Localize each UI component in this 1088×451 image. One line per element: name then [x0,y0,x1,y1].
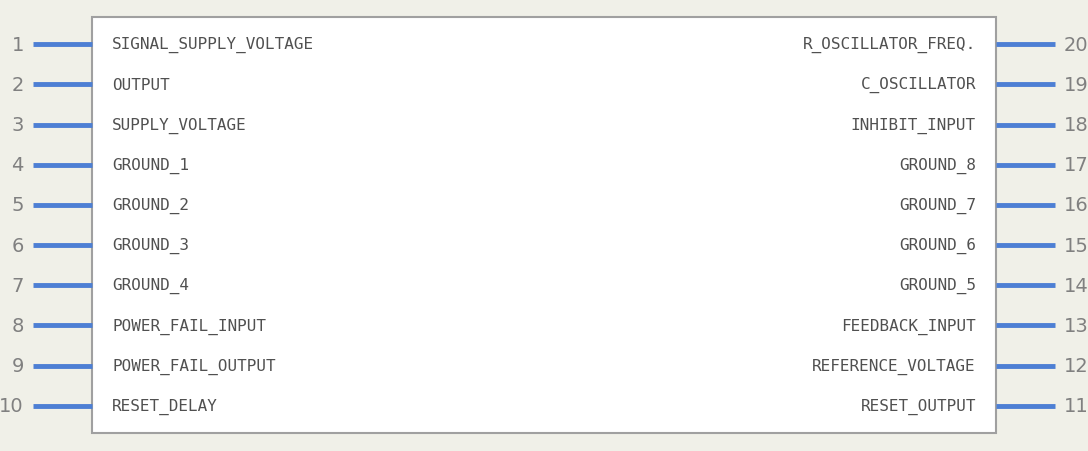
Text: GROUND_6: GROUND_6 [899,238,976,253]
Text: GROUND_3: GROUND_3 [112,238,189,253]
Text: 16: 16 [1064,196,1088,215]
Text: GROUND_2: GROUND_2 [112,198,189,213]
Text: POWER_FAIL_INPUT: POWER_FAIL_INPUT [112,318,267,334]
Text: REFERENCE_VOLTAGE: REFERENCE_VOLTAGE [813,358,976,374]
Text: POWER_FAIL_OUTPUT: POWER_FAIL_OUTPUT [112,358,275,374]
Text: 9: 9 [12,356,24,375]
Text: OUTPUT: OUTPUT [112,78,170,92]
Text: R_OSCILLATOR_FREQ.: R_OSCILLATOR_FREQ. [803,37,976,53]
Bar [92,18,996,433]
Text: GROUND_5: GROUND_5 [899,277,976,294]
Text: RESET_DELAY: RESET_DELAY [112,398,218,414]
Text: 15: 15 [1064,236,1088,255]
Text: GROUND_1: GROUND_1 [112,157,189,174]
Text: 17: 17 [1064,156,1088,175]
Text: 6: 6 [12,236,24,255]
Text: 4: 4 [12,156,24,175]
Text: SIGNAL_SUPPLY_VOLTAGE: SIGNAL_SUPPLY_VOLTAGE [112,37,314,53]
Text: FEEDBACK_INPUT: FEEDBACK_INPUT [841,318,976,334]
Text: 14: 14 [1064,276,1088,295]
Text: 3: 3 [12,116,24,135]
Text: 18: 18 [1064,116,1088,135]
Text: 12: 12 [1064,356,1088,375]
Text: 19: 19 [1064,76,1088,95]
Text: 10: 10 [0,396,24,415]
Text: 5: 5 [12,196,24,215]
Text: INHIBIT_INPUT: INHIBIT_INPUT [851,117,976,133]
Text: 13: 13 [1064,316,1088,335]
Text: RESET_OUTPUT: RESET_OUTPUT [861,398,976,414]
Text: 8: 8 [12,316,24,335]
Text: GROUND_7: GROUND_7 [899,198,976,213]
Text: 11: 11 [1064,396,1088,415]
Text: GROUND_4: GROUND_4 [112,277,189,294]
Text: 7: 7 [12,276,24,295]
Text: SUPPLY_VOLTAGE: SUPPLY_VOLTAGE [112,117,247,133]
Text: GROUND_8: GROUND_8 [899,157,976,174]
Text: 1: 1 [12,36,24,55]
Text: 20: 20 [1064,36,1088,55]
Text: C_OSCILLATOR: C_OSCILLATOR [861,77,976,93]
Text: 2: 2 [12,76,24,95]
